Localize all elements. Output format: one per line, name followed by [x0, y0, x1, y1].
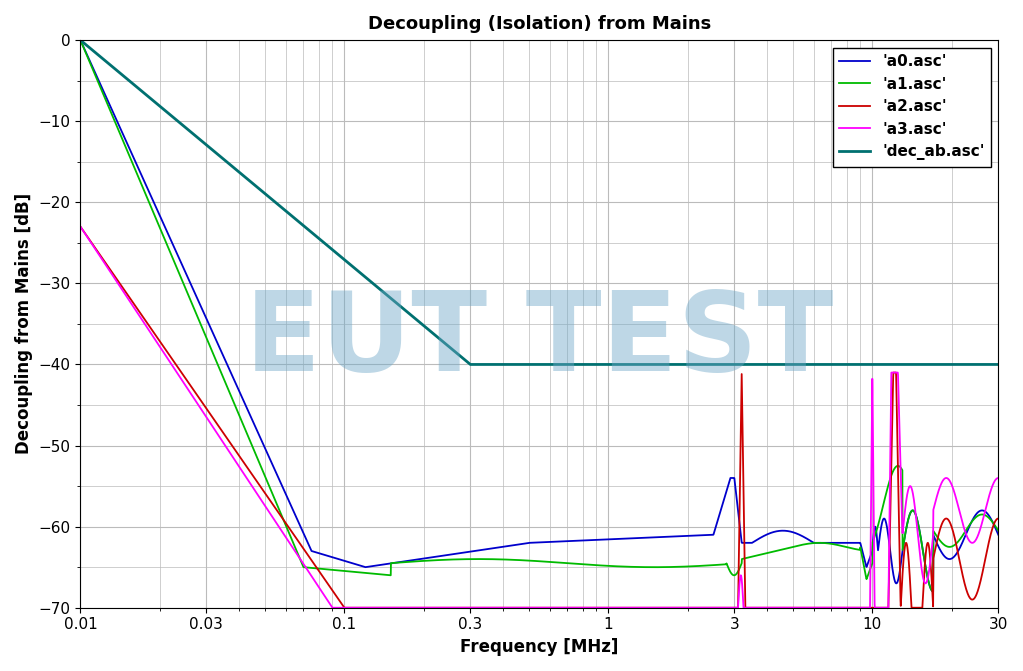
Line: 'a1.asc': 'a1.asc' — [81, 40, 998, 592]
'a3.asc' — [992, 474, 1005, 482]
'a3.asc' — [742, 604, 754, 612]
'dec_ab.asc' — [992, 360, 1005, 368]
'dec_ab.asc' — [460, 357, 473, 365]
Line: 'a2.asc': 'a2.asc' — [81, 227, 998, 608]
'a2.asc' — [992, 515, 1005, 523]
Y-axis label: Decoupling from Mains [dB]: Decoupling from Mains [dB] — [15, 193, 33, 454]
'a1.asc' — [741, 554, 753, 562]
'dec_ab.asc' — [964, 360, 976, 368]
'a0.asc' — [460, 548, 473, 556]
X-axis label: Frequency [MHz]: Frequency [MHz] — [460, 638, 619, 656]
'dec_ab.asc' — [919, 360, 931, 368]
'a1.asc' — [964, 520, 976, 528]
'dec_ab.asc' — [510, 360, 523, 368]
'a2.asc' — [460, 604, 473, 612]
'a1.asc' — [468, 555, 480, 563]
'a1.asc' — [927, 588, 939, 596]
'a3.asc' — [468, 604, 480, 612]
'a0.asc' — [468, 547, 480, 555]
Line: 'a0.asc': 'a0.asc' — [81, 40, 998, 592]
'a2.asc' — [75, 223, 87, 231]
'a3.asc' — [460, 604, 473, 612]
Title: Decoupling (Isolation) from Mains: Decoupling (Isolation) from Mains — [367, 15, 711, 33]
'a3.asc' — [919, 578, 931, 586]
'dec_ab.asc' — [468, 360, 480, 368]
Legend: 'a0.asc', 'a1.asc', 'a2.asc', 'a3.asc', 'dec_ab.asc': 'a0.asc', 'a1.asc', 'a2.asc', 'a3.asc', … — [833, 48, 990, 166]
'a3.asc' — [326, 604, 339, 612]
'a3.asc' — [75, 223, 87, 231]
'a2.asc' — [919, 564, 931, 572]
'a2.asc' — [510, 604, 523, 612]
'a0.asc' — [75, 36, 87, 44]
'a3.asc' — [510, 604, 523, 612]
'a1.asc' — [510, 556, 523, 564]
'a1.asc' — [460, 555, 473, 563]
'a1.asc' — [919, 556, 931, 564]
'a1.asc' — [75, 36, 87, 44]
'dec_ab.asc' — [464, 360, 477, 368]
'a0.asc' — [964, 521, 976, 529]
'a1.asc' — [992, 527, 1005, 535]
'a0.asc' — [927, 588, 939, 596]
'a0.asc' — [510, 541, 523, 549]
'a2.asc' — [339, 604, 351, 612]
'a0.asc' — [992, 531, 1005, 539]
Text: EUT TEST: EUT TEST — [246, 287, 834, 395]
'dec_ab.asc' — [742, 360, 754, 368]
'dec_ab.asc' — [75, 36, 87, 44]
'a3.asc' — [964, 538, 976, 546]
'a0.asc' — [919, 556, 931, 564]
'a2.asc' — [742, 604, 754, 612]
Line: 'a3.asc': 'a3.asc' — [81, 227, 998, 608]
'a2.asc' — [468, 604, 480, 612]
'a0.asc' — [741, 539, 753, 547]
Line: 'dec_ab.asc': 'dec_ab.asc' — [81, 40, 998, 364]
'a2.asc' — [964, 595, 976, 603]
